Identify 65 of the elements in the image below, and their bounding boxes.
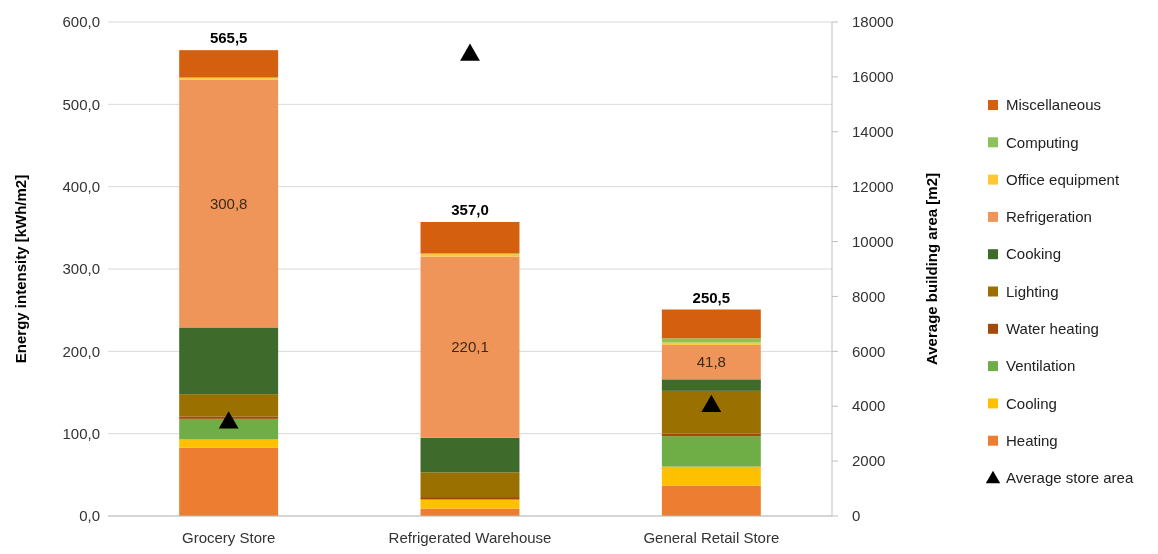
bar [179,79,279,328]
legend-label: Refrigeration [1006,208,1092,226]
bar [420,221,520,254]
data-label: 300,8 [209,194,248,212]
bar [179,394,279,417]
y-tick-label: 0,0 [79,507,100,525]
y-tick-label: 300,0 [62,260,100,278]
total-label: 250,5 [692,288,731,306]
bar [420,256,520,438]
total-label: 357,0 [451,200,489,218]
bar [661,485,761,516]
y2-tick-label: 2000 [852,452,886,470]
legend-label: Miscellaneous [1006,96,1102,114]
legend-label: Lighting [1006,282,1059,300]
bar [179,418,279,440]
y2-tick-label: 14000 [852,123,894,141]
bar [179,439,279,448]
y2-tick-label: 18000 [852,13,894,31]
bar [661,436,761,467]
x-tick-label: Grocery Store [181,529,276,546]
y2-tick-label: 10000 [852,232,894,250]
y-tick-label: 100,0 [62,424,100,442]
y2-tick-label: 12000 [852,177,894,195]
bar [420,497,520,500]
y2-tick-label: 0 [852,507,861,525]
bar [420,499,520,509]
y-axis-title: Energy intensity [kWh/m2] [12,174,29,364]
bar [661,342,761,345]
bar [661,309,761,339]
y2-tick-label: 16000 [852,68,894,86]
legend-label: Heating [1006,431,1058,449]
point [460,43,480,61]
legend-label: Office equipment [1006,170,1120,188]
y-tick-label: 600,0 [62,13,100,31]
data-label: 220,1 [451,338,489,356]
y2-tick-label: 4000 [852,397,886,415]
bar [420,472,520,498]
legend-label: Ventilation [1006,357,1076,375]
legend-label: Computing [1006,133,1079,151]
y-tick-label: 200,0 [62,342,100,360]
legend-label: Water heating [1006,320,1099,338]
bar [179,327,279,395]
point [218,411,239,429]
legend-label: Average store area [1006,469,1134,487]
bar [661,344,761,380]
bar [179,416,279,419]
bar [661,379,761,391]
bar [661,466,761,486]
y-tick-label: 400,0 [62,177,100,195]
legend-label: Cooking [1006,245,1062,263]
y2-axis-title: Average building area [m2] [923,173,941,365]
y2-tick-label: 6000 [852,342,886,360]
x-tick-label: Refrigerated Warehouse [388,529,552,546]
bar [179,50,279,78]
bar [179,447,279,516]
y-tick-label: 500,0 [62,95,100,113]
x-tick-label: General Retail Store [643,529,780,546]
bar [661,390,761,434]
y2-tick-label: 8000 [852,287,886,305]
total-label: 565,5 [209,29,248,47]
bar [661,338,761,343]
point [701,394,722,412]
legend-label: Cooling [1006,394,1057,412]
data-label: 41,8 [696,353,726,371]
bar [420,437,520,473]
